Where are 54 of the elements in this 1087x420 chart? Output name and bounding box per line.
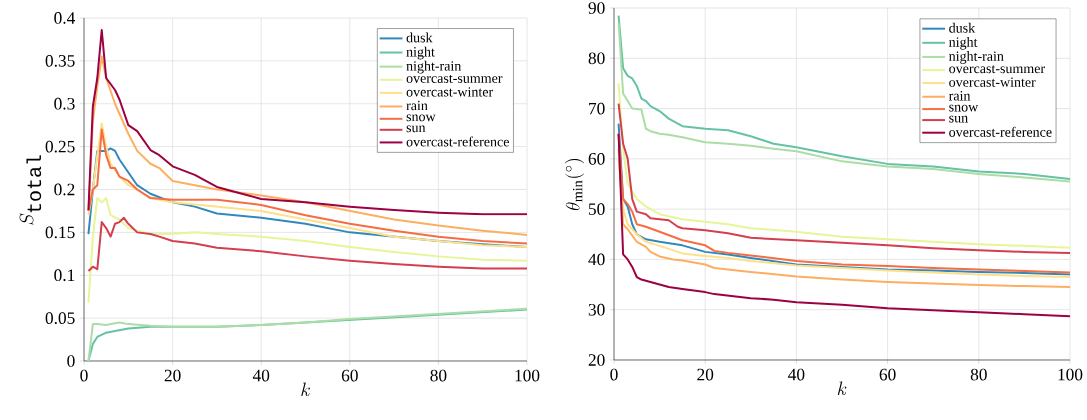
- x-tick-label: 60: [879, 368, 896, 381]
- x-tick-label: 100: [1058, 368, 1083, 381]
- line-series: [87, 197, 528, 304]
- x-tick-label: 60: [341, 369, 358, 382]
- x-tick-label: 100: [515, 369, 540, 382]
- legend-label: snow: [949, 104, 979, 112]
- y-tick-label: 70: [589, 102, 605, 115]
- y-tick-label: 60: [588, 153, 605, 165]
- legend-label: dusk: [949, 22, 976, 33]
- legend-label: night-rain: [949, 51, 1004, 64]
- x-tick-label: 0: [80, 369, 88, 382]
- legend-label: night: [949, 36, 978, 50]
- legend-label: night: [406, 46, 435, 60]
- y-tick-label: 0.05: [45, 312, 75, 324]
- y-tick-label: 0.4: [54, 12, 76, 24]
- y-axis-title: $\theta_{\min}(^\circ)$: [564, 158, 585, 211]
- line-series: [87, 29, 528, 216]
- legend-label: overcast-winter: [406, 87, 494, 97]
- legend-label: dusk: [406, 32, 433, 43]
- y-tick-label: 0.25: [45, 140, 75, 153]
- legend-label: sun: [406, 125, 426, 133]
- legend-label: night-rain: [406, 60, 462, 74]
- x-axis-title: $k$: [301, 382, 310, 397]
- legend-label: snow: [406, 114, 436, 122]
- x-tick-label: 40: [252, 369, 270, 382]
- y-tick-label: 0.2: [54, 183, 75, 196]
- y-tick-label: 0.15: [45, 226, 75, 239]
- y-axis-title: $S_{\texttt{total}}$: [19, 155, 42, 225]
- y-tick-label: 90: [588, 2, 605, 14]
- y-tick-label: 20: [588, 354, 605, 366]
- legend-label: rain: [948, 91, 971, 101]
- y-tick-label: 50: [588, 203, 605, 215]
- x-tick-label: 80: [430, 369, 447, 382]
- x-tick-label: 0: [610, 368, 618, 381]
- x-tick-label: 20: [164, 369, 181, 382]
- legend-label: overcast-summer: [406, 74, 503, 83]
- legend-label: overcast-summer: [949, 65, 1045, 74]
- y-tick-label: 0.35: [45, 54, 75, 67]
- x-axis-title: $k$: [837, 381, 847, 396]
- legend-label: overcast-reference: [406, 136, 509, 147]
- y-tick-label: 80: [588, 52, 605, 65]
- y-tick-label: 40: [588, 253, 605, 266]
- legend-label: rain: [406, 100, 428, 111]
- legend-label: overcast-winter: [949, 77, 1036, 87]
- y-tick-label: 0: [67, 355, 75, 367]
- legend-label: overcast-reference: [949, 126, 1052, 137]
- x-tick-label: 40: [788, 368, 805, 381]
- y-tick-label: 0.3: [54, 97, 75, 110]
- x-tick-label: 20: [697, 368, 714, 381]
- y-tick-label: 30: [588, 303, 605, 316]
- line-series: [87, 216, 528, 272]
- x-tick-label: 80: [970, 368, 987, 381]
- legend-label: sun: [949, 115, 968, 123]
- y-tick-label: 0.1: [54, 269, 75, 282]
